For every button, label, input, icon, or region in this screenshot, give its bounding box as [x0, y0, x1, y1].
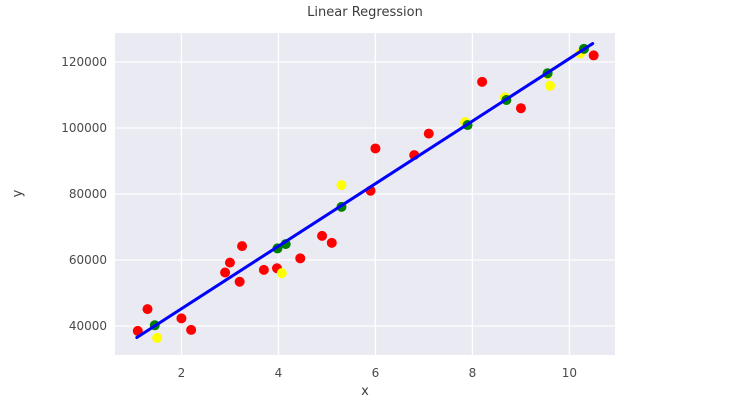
scatter-point-predicted-points-yellow	[336, 180, 347, 191]
scatter-point-data-points-red	[234, 276, 245, 287]
x-tick-label: 6	[371, 366, 380, 380]
scatter-point-data-points-red	[186, 324, 197, 335]
chart-title: Linear Regression	[307, 5, 423, 20]
scatter-point-data-points-red	[220, 267, 231, 278]
scatter-point-data-points-red	[258, 264, 269, 275]
scatter-point-data-points-red	[132, 325, 143, 336]
scatter-plot	[115, 33, 615, 355]
scatter-point-data-points-red	[588, 50, 599, 61]
scatter-point-predicted-points-yellow	[152, 332, 163, 343]
scatter-point-data-points-red	[237, 241, 248, 252]
scatter-point-data-points-red	[295, 253, 306, 264]
y-tick-label: 100000	[61, 121, 107, 136]
x-tick-label: 2	[177, 366, 186, 380]
x-axis-label: x	[361, 384, 369, 399]
x-tick-label: 4	[274, 366, 283, 380]
scatter-point-data-points-red	[515, 103, 526, 114]
scatter-point-data-points-red	[176, 313, 187, 324]
y-axis-label: y	[10, 189, 26, 198]
scatter-point-data-points-red	[142, 304, 153, 315]
scatter-point-data-points-red	[477, 76, 488, 87]
scatter-point-data-points-red	[370, 143, 381, 154]
y-tick-label: 60000	[68, 252, 107, 267]
x-tick-label: 10	[561, 366, 578, 380]
y-tick-label: 80000	[68, 187, 107, 201]
scatter-point-data-points-red	[224, 257, 235, 268]
scatter-point-data-points-red	[423, 128, 434, 139]
scatter-point-predicted-points-yellow	[545, 80, 556, 91]
scatter-point-data-points-red	[326, 237, 337, 248]
y-tick-label: 40000	[68, 318, 107, 333]
y-tick-label: 120000	[61, 55, 107, 70]
scatter-point-data-points-red	[317, 230, 328, 241]
plot-area	[115, 33, 615, 355]
regression-line	[135, 42, 595, 340]
scatter-point-predicted-points-yellow	[276, 268, 287, 279]
x-tick-label: 8	[468, 366, 477, 380]
